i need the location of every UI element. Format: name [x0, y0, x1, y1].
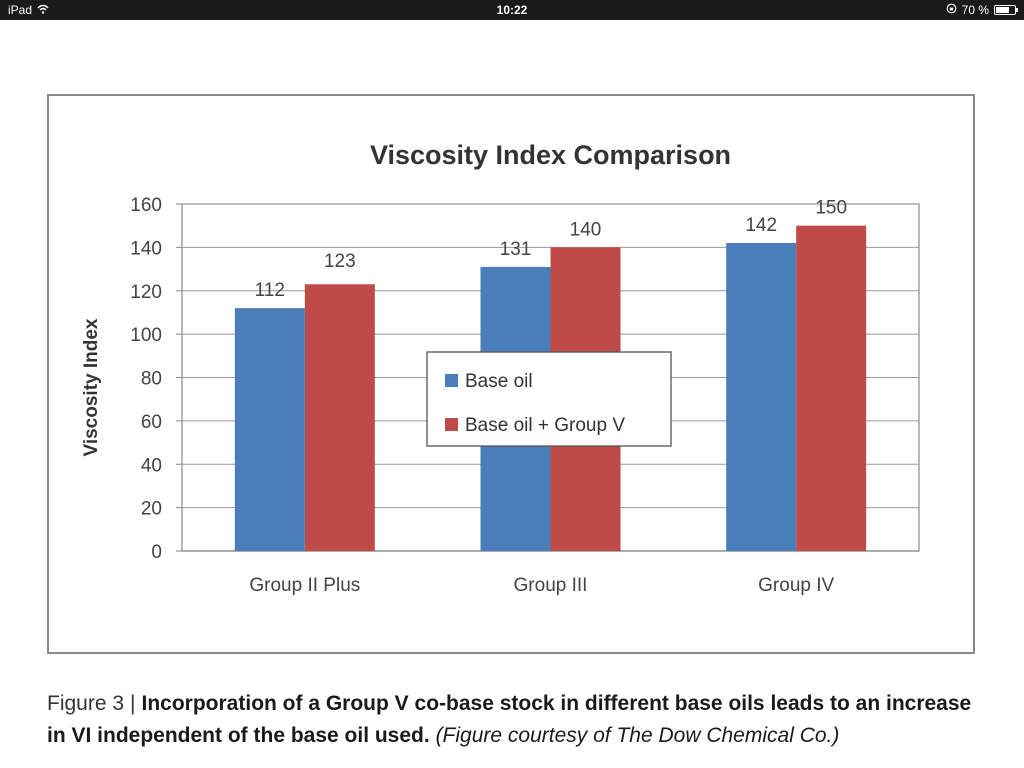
caption-credit: (Figure courtesy of The Dow Chemical Co.…: [435, 724, 840, 747]
chart-title: Viscosity Index Comparison: [370, 140, 731, 170]
data-label: 140: [570, 219, 602, 240]
device-name: iPad: [8, 3, 33, 17]
y-tick-label: 120: [130, 282, 162, 303]
caption-separator: |: [130, 692, 136, 715]
figure-caption: Figure 3 | Incorporation of a Group V co-b…: [47, 688, 987, 752]
x-tick-label: Group III: [514, 575, 588, 596]
y-tick-label: 160: [130, 195, 162, 216]
status-bar: iPad 10:22 70 %: [0, 0, 1024, 20]
bar: [304, 284, 375, 551]
wifi-icon: [37, 3, 49, 17]
legend: [426, 351, 672, 447]
data-label: 112: [255, 280, 285, 301]
y-tick-label: 140: [130, 238, 162, 259]
legend-label: Base oil: [465, 371, 533, 392]
y-tick-label: 20: [141, 499, 162, 520]
battery-percent: 70 %: [961, 3, 989, 17]
legend-swatch: [445, 418, 458, 431]
battery-icon: [994, 5, 1018, 15]
y-tick-label: 80: [141, 369, 162, 390]
bar: [796, 225, 867, 551]
status-time: 10:22: [496, 3, 528, 17]
bar: [726, 243, 797, 551]
status-left: iPad: [8, 3, 49, 17]
figure-frame: Viscosity Index Comparison 0 20 40 60 80 100 12…: [47, 94, 975, 654]
data-label: 131: [500, 239, 532, 260]
data-label: 150: [815, 198, 847, 219]
legend-swatch: [445, 374, 458, 387]
y-tick-label: 60: [141, 412, 162, 433]
data-label: 142: [745, 215, 777, 236]
battery-level: [996, 7, 1009, 13]
caption-text: Incorporation of a Group V co-base stock…: [47, 692, 972, 747]
bar: [234, 308, 305, 551]
data-label: 123: [324, 251, 356, 272]
x-tick-label: Group IV: [758, 575, 834, 596]
y-tick-label: 40: [141, 455, 162, 476]
status-right: 70 %: [946, 3, 1018, 17]
y-axis-label: Viscosity Index: [81, 318, 102, 456]
x-tick-label: Group II Plus: [249, 575, 360, 596]
y-tick-label: 0: [151, 542, 162, 563]
caption-label: Figure 3: [47, 692, 125, 715]
y-tick-label: 100: [130, 325, 162, 346]
viscosity-chart: Viscosity Index Comparison 0 20 40 60 80 100 12…: [81, 140, 920, 596]
legend-label: Base oil + Group V: [465, 415, 625, 436]
orientation-lock-icon: [946, 3, 957, 17]
